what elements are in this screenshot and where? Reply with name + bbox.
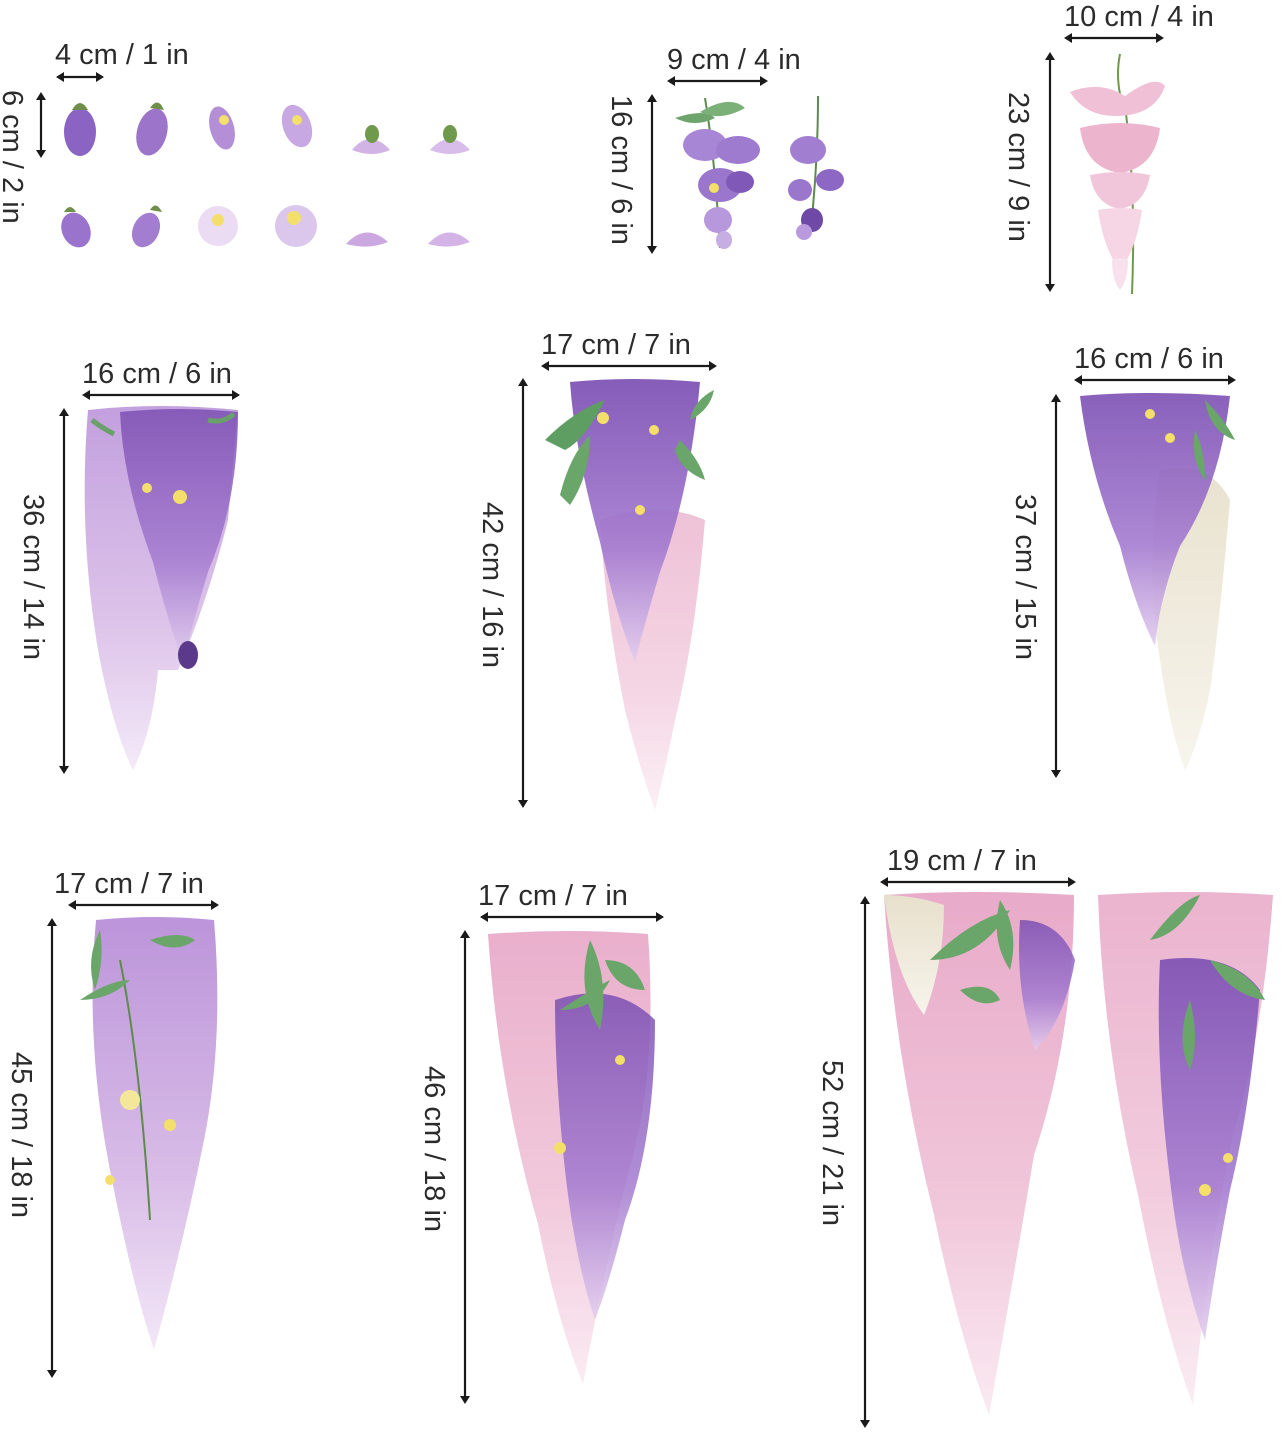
cluster-b-width-label: 17 cm / 7 in (541, 329, 691, 361)
pink-sprig-height-label: 23 cm / 9 in (1002, 92, 1034, 242)
wisteria-cluster-icon (80, 917, 218, 1350)
sprig-icon (675, 95, 844, 249)
cluster-c-width-label: 16 cm / 6 in (1074, 343, 1224, 375)
cluster-a-width-label: 16 cm / 6 in (82, 358, 232, 390)
small-sprigs-height-label: 16 cm / 6 in (605, 95, 637, 245)
small-sprigs: 9 cm / 4 in 16 cm / 6 in (605, 44, 844, 254)
wisteria-cluster-icon (545, 379, 714, 810)
cluster-f: 19 cm / 7 in 52 cm / 21 in (816, 845, 1273, 1428)
cluster-f-height-label: 52 cm / 21 in (816, 1060, 848, 1226)
pink-sprig-width-label: 10 cm / 4 in (1064, 1, 1214, 33)
cluster-e-width-label: 17 cm / 7 in (478, 880, 628, 912)
cluster-d-height-label: 45 cm / 18 in (5, 1052, 37, 1218)
petal-set: 4 cm / 1 in 6 cm / 2 in (0, 39, 470, 248)
cluster-b: 17 cm / 7 in 42 cm / 16 in (476, 329, 717, 810)
cluster-e-height-label: 46 cm / 18 in (418, 1066, 450, 1232)
wisteria-cluster-icon (884, 892, 1273, 1415)
cluster-a: 16 cm / 6 in 36 cm / 14 in (17, 358, 240, 774)
cluster-e: 17 cm / 7 in 46 cm / 18 in (418, 880, 664, 1404)
cluster-f-width-label: 19 cm / 7 in (887, 845, 1037, 877)
cluster-d: 17 cm / 7 in 45 cm / 18 in (5, 868, 219, 1378)
cluster-d-width-label: 17 cm / 7 in (54, 868, 204, 900)
wisteria-cluster-icon (488, 931, 655, 1384)
sprig-icon (1070, 53, 1165, 295)
cluster-c: 16 cm / 6 in 37 cm / 15 in (1009, 343, 1236, 778)
petal-set-height-label: 6 cm / 2 in (0, 90, 28, 224)
wisteria-cluster-icon (84, 406, 239, 770)
cluster-c-height-label: 37 cm / 15 in (1009, 494, 1041, 660)
small-sprigs-width-label: 9 cm / 4 in (667, 44, 801, 76)
cluster-b-height-label: 42 cm / 16 in (476, 502, 508, 668)
wisteria-cluster-icon (1080, 393, 1235, 770)
pink-sprig: 10 cm / 4 in 23 cm / 9 in (1002, 1, 1214, 295)
petal-set-width-label: 4 cm / 1 in (55, 39, 189, 71)
petal-set-icon (61, 102, 470, 248)
cluster-a-height-label: 36 cm / 14 in (17, 494, 49, 660)
